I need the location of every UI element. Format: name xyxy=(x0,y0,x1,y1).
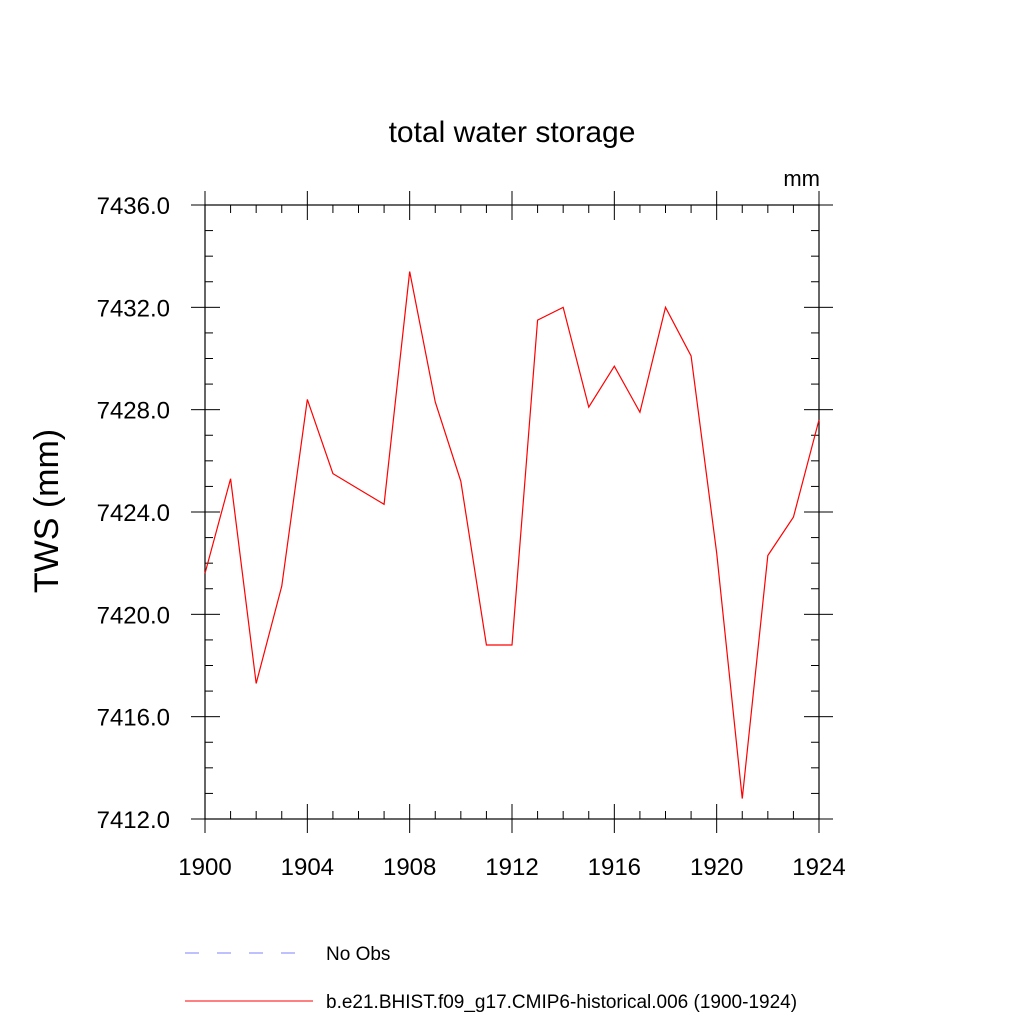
x-tick-label: 1900 xyxy=(178,854,231,881)
series-line xyxy=(204,271,820,799)
y-tick-label: 7416.0 xyxy=(97,705,170,732)
series-group xyxy=(204,271,820,799)
legend-label: No Obs xyxy=(326,944,390,965)
x-tick-label: 1904 xyxy=(281,854,334,881)
y-axis-label: TWS (mm) xyxy=(28,429,66,593)
plot-frame xyxy=(204,204,820,820)
y-tick-label: 7436.0 xyxy=(97,193,170,220)
x-tick-label: 1920 xyxy=(690,854,743,881)
x-tick-label: 1916 xyxy=(588,854,641,881)
y-tick-label: 7424.0 xyxy=(97,500,170,527)
y-tick-label: 7432.0 xyxy=(97,295,170,322)
x-tick-label: 1924 xyxy=(792,854,845,881)
chart-title: total water storage xyxy=(389,116,636,149)
axis-ticks: 1900 1904 1908 1912 1916 1920 1924 7412.0 7416.0… xyxy=(97,191,846,881)
y-tick-label: 7412.0 xyxy=(97,807,170,834)
y-tick-label: 7420.0 xyxy=(97,602,170,629)
legend-label: b.e21.BHIST.f09_g17.CMIP6-historical.006… xyxy=(326,992,797,1013)
y-tick-label: 7428.0 xyxy=(97,398,170,425)
x-tick-label: 1908 xyxy=(383,854,436,881)
units-label: mm xyxy=(783,166,820,191)
legend: No Obs b.e21.BHIST.f09_g17.CMIP6-historic… xyxy=(185,944,797,1013)
x-tick-label: 1912 xyxy=(485,854,538,881)
